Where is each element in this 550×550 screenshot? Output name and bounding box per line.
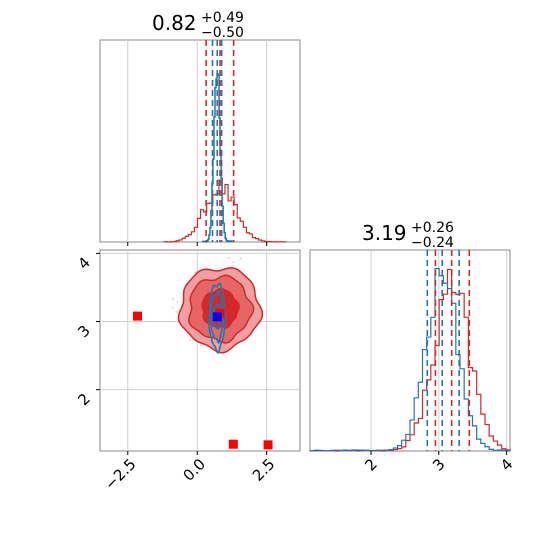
tick-label-y-0: 2: [74, 390, 93, 409]
scatter-point: [239, 257, 242, 260]
panel-1-title-upper: +0.49: [201, 10, 244, 26]
histogram-blue: [309, 268, 511, 452]
panel-2-title-value: 3.19: [362, 221, 407, 245]
panel-1-title-value: 0.82: [152, 11, 197, 35]
panel-2-title-lower: −0.24: [411, 235, 454, 251]
scatter-point: [175, 311, 178, 313]
marker-red-1: [228, 439, 238, 449]
panel-frame-1: [99, 39, 301, 243]
scatter-point: [171, 306, 174, 309]
tick-label-x-2: 2.5: [249, 455, 279, 485]
scatter-point: [200, 344, 203, 347]
histogram-blue: [202, 73, 235, 243]
marginal-panel-2: 2 3 4 3.19 +0.26 −0.24: [309, 220, 516, 475]
scatter-point: [176, 301, 179, 303]
marker-red-2: [263, 440, 273, 450]
scatter-point: [194, 271, 197, 274]
marker-red-0: [133, 311, 142, 321]
scatter-point: [171, 297, 174, 300]
panel-2-title-upper: +0.26: [411, 220, 454, 236]
joint-panel: −2.5 0.0 2.5 2 3 4: [74, 249, 301, 494]
scatter-point: [232, 261, 235, 264]
panel-frame-joint: [99, 249, 301, 452]
tick-label-x-1: 3: [429, 455, 448, 474]
scatter-point: [205, 267, 208, 269]
marginal-panel-1: 0.82 +0.49 −0.50: [99, 10, 301, 246]
panel-frame-2: [309, 249, 511, 452]
tick-label-x-0: −2.5: [101, 455, 139, 493]
tick-label-y-2: 4: [74, 254, 93, 273]
scatter-point: [188, 339, 191, 342]
panel-1-title-lower: −0.50: [201, 25, 244, 41]
marker-blue: [212, 312, 222, 322]
tick-label-x-1: 0.0: [179, 455, 209, 485]
contour-blue-outer: [208, 282, 227, 354]
tick-label-x-0: 2: [361, 455, 380, 474]
tick-label-y-1: 3: [74, 322, 93, 341]
contour-blue-mid: [210, 290, 225, 344]
tick-label-x-2: 4: [497, 455, 516, 474]
histogram-red: [163, 179, 287, 243]
scatter-point: [227, 257, 230, 259]
